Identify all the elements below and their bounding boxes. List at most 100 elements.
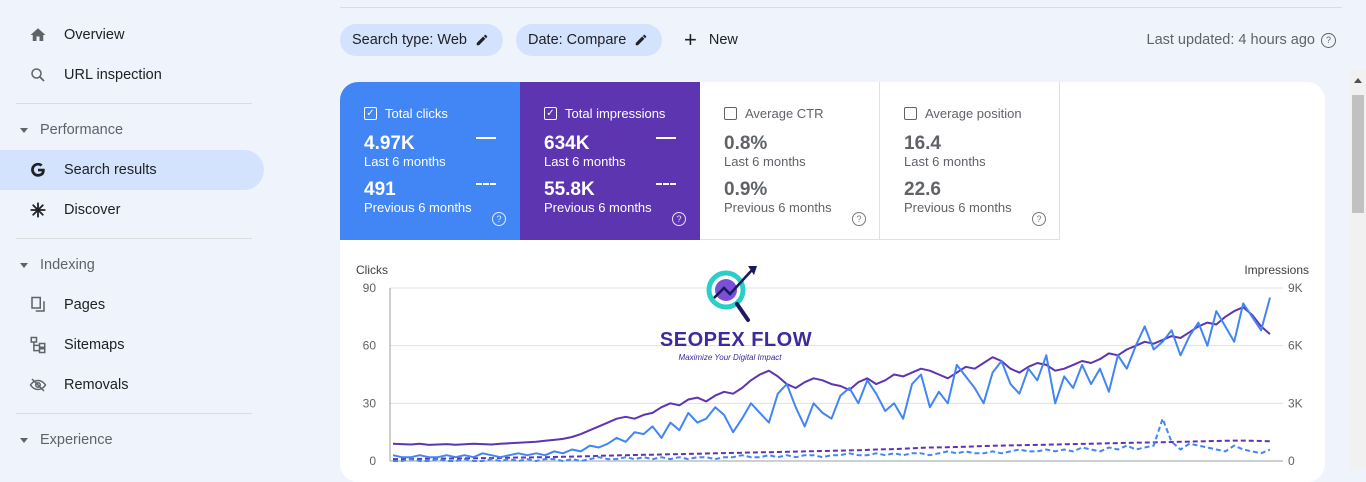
seopex-flow-logo: SEOPEX FLOW Maximize Your Digital Impact xyxy=(660,266,812,362)
sidebar-item-removals[interactable]: Removals xyxy=(0,365,264,405)
metric-label: Total clicks xyxy=(385,106,448,121)
metric-current-period: Last 6 months xyxy=(544,154,626,169)
metric-average-ctr[interactable]: Average CTR 0.8% Last 6 months 0.9% Prev… xyxy=(700,82,880,240)
metric-label: Average position xyxy=(925,106,1022,121)
sidebar-item-label: Search results xyxy=(64,162,157,178)
metric-total-impressions[interactable]: ✓ Total impressions 634K Last 6 months 5… xyxy=(520,82,700,240)
solid-line-legend-icon xyxy=(656,137,676,139)
metric-total-clicks[interactable]: ✓ Total clicks 4.97K Last 6 months 491 P… xyxy=(340,82,520,240)
chart-tick-labels: 0 0 30 3K 60 6K 90 9K xyxy=(363,281,1303,468)
search-icon xyxy=(28,65,48,85)
metric-previous-period: Previous 6 months xyxy=(544,200,652,215)
y-right-tick-label: 0 xyxy=(1288,454,1295,468)
scrollbar-thumb[interactable] xyxy=(1352,95,1364,213)
section-performance[interactable]: Performance xyxy=(20,118,123,142)
series-line-total-clicks-previous[interactable] xyxy=(393,417,1271,462)
metric-header: ✓ Total clicks xyxy=(364,106,448,121)
series-line-total-impressions-current[interactable] xyxy=(392,306,1271,446)
metric-label: Average CTR xyxy=(745,106,824,121)
help-icon[interactable]: ? xyxy=(672,212,686,226)
section-indexing[interactable]: Indexing xyxy=(20,253,95,277)
metric-current-value: 16.4 xyxy=(904,133,941,154)
last-updated: Last updated: 4 hours ago ? xyxy=(1146,32,1336,48)
checkbox-checked-icon[interactable]: ✓ xyxy=(364,107,377,120)
help-icon[interactable]: ? xyxy=(492,212,506,226)
chart-svg: Clicks Impressions 0 0 30 3K 60 6K 90 9K SEOPEX… xyxy=(356,263,1309,468)
sidebar-item-label: Overview xyxy=(64,27,125,43)
edit-pencil-icon xyxy=(636,34,647,46)
sitemap-icon xyxy=(28,335,48,355)
edit-pencil-icon xyxy=(476,34,488,46)
sidebar-item-pages[interactable]: Pages xyxy=(0,285,264,325)
divider xyxy=(16,238,252,239)
series-line-total-clicks-current[interactable] xyxy=(392,297,1271,459)
divider xyxy=(16,103,252,104)
divider xyxy=(16,413,252,414)
sidebar-item-url-inspection[interactable]: URL inspection xyxy=(0,55,264,95)
y-right-tick-label: 3K xyxy=(1288,396,1303,410)
performance-chart: Clicks Impressions 0 0 30 3K 60 6K 90 9K SEOPEX… xyxy=(340,240,1325,482)
y-left-axis-title: Clicks xyxy=(356,263,388,277)
sidebar-item-overview[interactable]: Overview xyxy=(0,15,264,55)
metric-current-value: 0.8% xyxy=(724,133,768,154)
checkbox-checked-icon[interactable]: ✓ xyxy=(544,107,557,120)
metric-previous-period: Previous 6 months xyxy=(364,200,472,215)
chip-label: Search type: Web xyxy=(352,32,467,48)
new-filter-button[interactable]: + New xyxy=(684,28,738,52)
sidebar-item-label: URL inspection xyxy=(64,67,162,83)
sidebar-item-label: Sitemaps xyxy=(64,337,125,353)
section-label: Indexing xyxy=(40,257,95,273)
google-g-icon xyxy=(28,160,48,180)
metric-previous-period: Previous 6 months xyxy=(904,200,1012,215)
collapse-caret-icon xyxy=(20,437,28,443)
metric-header: Average position xyxy=(904,106,1022,121)
metric-previous-value: 491 xyxy=(364,179,396,200)
top-divider xyxy=(340,7,1342,8)
metric-label: Total impressions xyxy=(565,106,666,121)
section-experience[interactable]: Experience xyxy=(20,428,113,452)
series-line-total-impressions-previous[interactable] xyxy=(393,439,1271,461)
checkbox-unchecked-icon[interactable] xyxy=(904,107,917,120)
y-right-axis-title: Impressions xyxy=(1244,263,1309,277)
scroll-up-arrow-icon[interactable] xyxy=(1354,78,1362,83)
sidebar: Overview URL inspection Performance Sear… xyxy=(0,0,272,469)
metric-current-period: Last 6 months xyxy=(904,154,986,169)
sidebar-item-label: Pages xyxy=(64,297,106,313)
metric-current-value: 4.97K xyxy=(364,133,415,154)
metric-current-value: 634K xyxy=(544,133,590,154)
sidebar-item-search-results[interactable]: Search results xyxy=(0,150,264,190)
chip-label: Date: Compare xyxy=(528,32,627,48)
dashed-line-legend-icon xyxy=(656,183,676,185)
home-icon xyxy=(28,25,48,45)
solid-line-legend-icon xyxy=(476,137,496,139)
metric-current-period: Last 6 months xyxy=(364,154,446,169)
last-updated-text: Last updated: 4 hours ago xyxy=(1146,32,1316,48)
sidebar-item-discover[interactable]: Discover xyxy=(0,190,264,230)
y-left-tick-label: 60 xyxy=(363,339,377,353)
logo-brand-text: SEOPEX FLOW xyxy=(660,329,812,351)
sidebar-item-label: Discover xyxy=(64,202,121,218)
new-label: New xyxy=(708,32,738,48)
checkbox-unchecked-icon[interactable] xyxy=(724,107,737,120)
chart-gridlines xyxy=(389,287,1283,462)
y-left-tick-label: 0 xyxy=(369,454,376,468)
sidebar-item-sitemaps[interactable]: Sitemaps xyxy=(0,325,264,365)
pages-icon xyxy=(28,295,48,315)
date-filter-chip[interactable]: Date: Compare xyxy=(516,24,663,56)
y-right-tick-label: 9K xyxy=(1288,281,1303,295)
metric-average-position[interactable]: Average position 16.4 Last 6 months 22.6… xyxy=(880,82,1060,240)
help-icon[interactable]: ? xyxy=(852,212,866,226)
search-type-filter-chip[interactable]: Search type: Web xyxy=(340,24,503,56)
chart-series xyxy=(392,297,1271,462)
dashed-line-legend-icon xyxy=(476,183,496,185)
performance-card: ✓ Total clicks 4.97K Last 6 months 491 P… xyxy=(340,82,1325,482)
asterisk-icon xyxy=(28,200,48,220)
help-icon[interactable]: ? xyxy=(1321,32,1336,48)
plus-icon: + xyxy=(684,27,697,52)
metric-previous-value: 0.9% xyxy=(724,179,768,200)
help-icon[interactable]: ? xyxy=(1032,212,1046,226)
metric-header: Average CTR xyxy=(724,106,824,121)
y-right-tick-label: 6K xyxy=(1288,339,1303,353)
metric-header: ✓ Total impressions xyxy=(544,106,665,121)
section-label: Performance xyxy=(40,122,124,138)
